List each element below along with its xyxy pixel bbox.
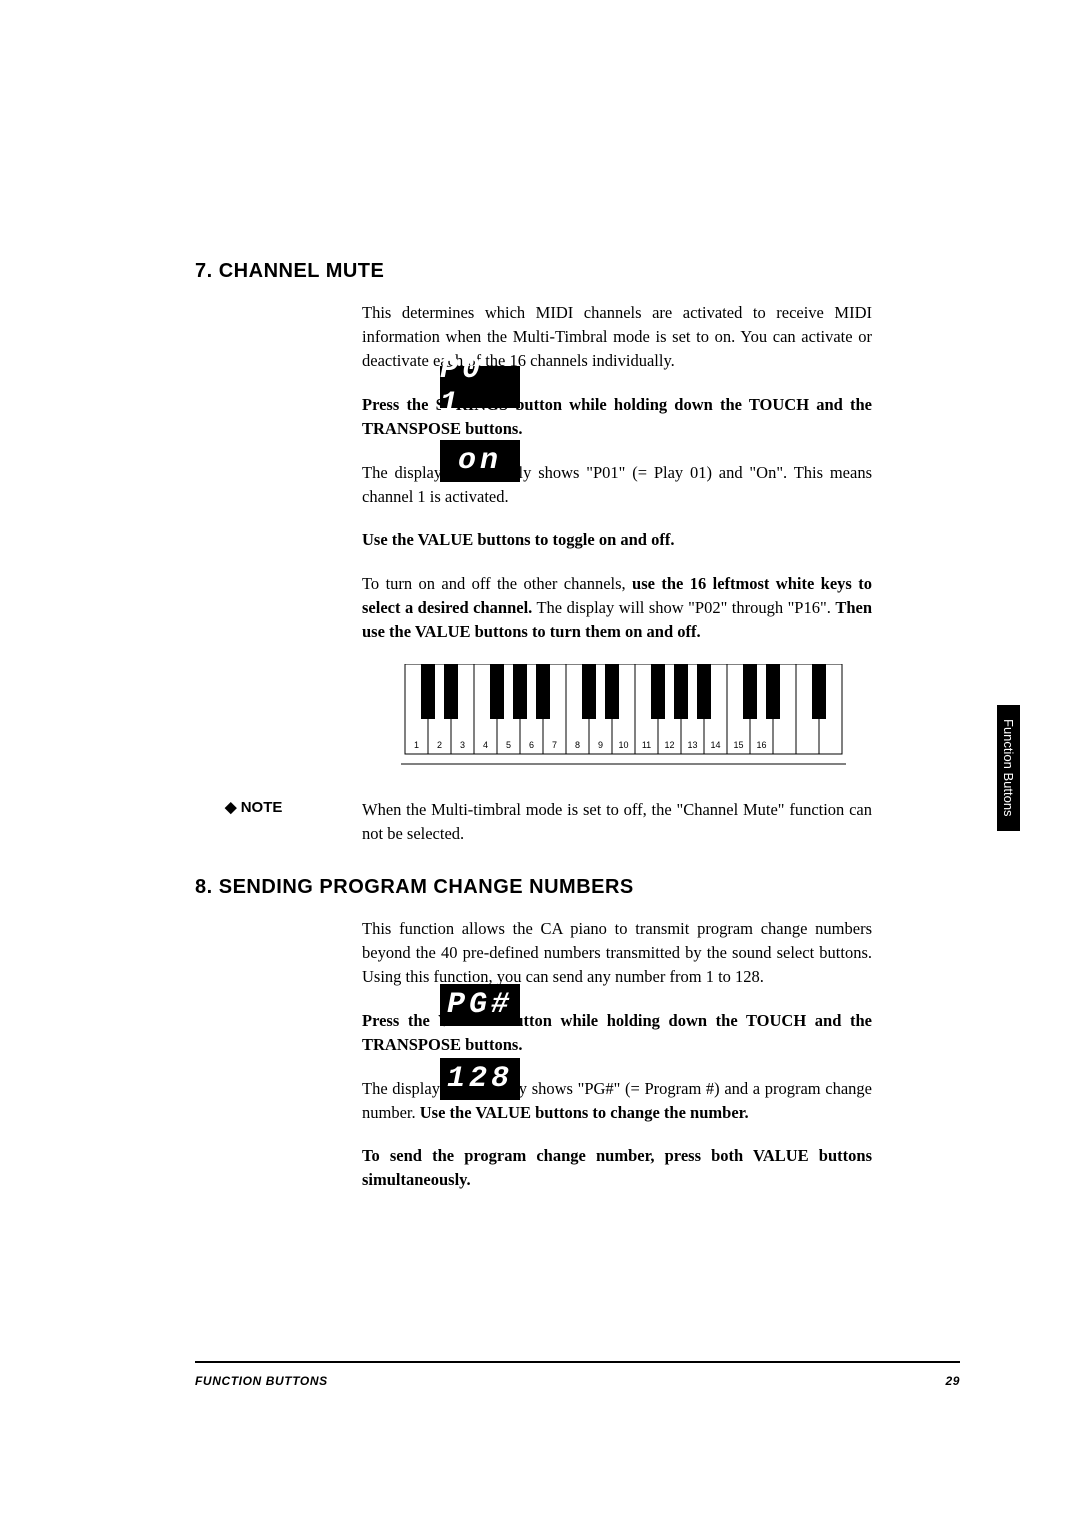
footer-rule xyxy=(195,1361,960,1363)
svg-text:3: 3 xyxy=(460,740,465,750)
svg-text:4: 4 xyxy=(483,740,488,750)
svg-text:5: 5 xyxy=(506,740,511,750)
svg-text:8: 8 xyxy=(575,740,580,750)
svg-text:2: 2 xyxy=(437,740,442,750)
heading-8: 8. SENDING PROGRAM CHANGE NUMBERS xyxy=(195,876,960,899)
keyboard-diagram: 12345678910111213141516 xyxy=(395,664,960,776)
svg-text:11: 11 xyxy=(642,740,651,750)
section-channel-mute: 7. CHANNEL MUTE This determines which MI… xyxy=(195,260,960,846)
section-program-change: 8. SENDING PROGRAM CHANGE NUMBERS This f… xyxy=(195,876,960,1192)
footer-page: 29 xyxy=(945,1374,960,1388)
heading-7: 7. CHANNEL MUTE xyxy=(195,260,960,283)
svg-text:1: 1 xyxy=(414,740,419,750)
svg-text:14: 14 xyxy=(710,740,720,750)
svg-text:7: 7 xyxy=(552,740,557,750)
s7-note: When the Multi-timbral mode is set to of… xyxy=(362,798,872,846)
s8-para2: The display alternatively shows "PG#" (=… xyxy=(362,1077,872,1125)
s8-intro: This function allows the CA piano to tra… xyxy=(362,917,872,989)
lcd-p01: P0 1 xyxy=(440,366,520,408)
svg-text:16: 16 xyxy=(756,740,766,750)
svg-text:15: 15 xyxy=(733,740,743,750)
s7-instr1: Press the STRINGS button while holding d… xyxy=(362,393,872,441)
svg-text:12: 12 xyxy=(664,740,674,750)
s7-instr2: Use the VALUE buttons to toggle on and o… xyxy=(362,528,872,552)
svg-text:6: 6 xyxy=(529,740,534,750)
s8-instr1: Press the VOCAL button while holding dow… xyxy=(362,1009,872,1057)
s7-intro: This determines which MIDI channels are … xyxy=(362,301,872,373)
s8-p2b: Use the VALUE buttons to change the numb… xyxy=(420,1103,749,1122)
svg-text:9: 9 xyxy=(598,740,603,750)
lcd-on: on xyxy=(440,440,520,482)
footer-left: FUNCTION BUTTONS xyxy=(195,1374,328,1388)
s7-para2: The display alternatively shows "P01" (=… xyxy=(362,461,872,509)
svg-text:10: 10 xyxy=(618,740,628,750)
lcd-pgx: PG# xyxy=(440,984,520,1026)
s8-instr2: To send the program change number, press… xyxy=(362,1144,872,1192)
s7-p3c: The display will show "P02" through "P16… xyxy=(532,598,835,617)
s7-p3a: To turn on and off the other channels, xyxy=(362,574,632,593)
s7-para3: To turn on and off the other channels, u… xyxy=(362,572,872,644)
svg-text:13: 13 xyxy=(687,740,697,750)
side-tab: Function Buttons xyxy=(997,705,1020,831)
note-label: ◆ NOTE xyxy=(225,798,282,816)
lcd-128: 128 xyxy=(440,1058,520,1100)
